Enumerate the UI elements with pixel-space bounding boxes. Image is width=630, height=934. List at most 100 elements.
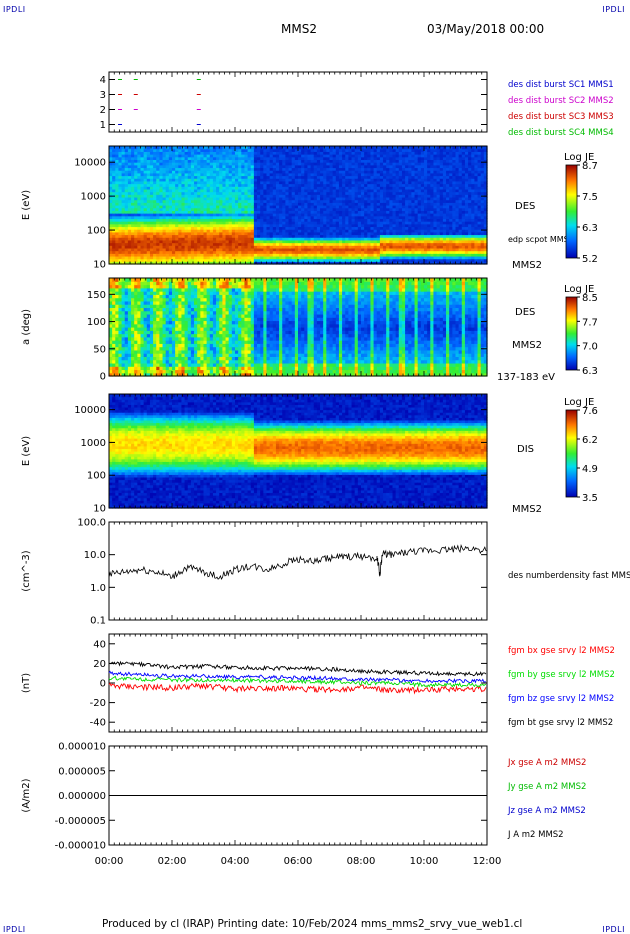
- heatmap-cell: [244, 245, 249, 249]
- heatmap-cell: [263, 167, 268, 171]
- heatmap-cell: [241, 207, 246, 211]
- heatmap-cell: [137, 159, 142, 163]
- heatmap-cell: [149, 229, 154, 233]
- heatmap-cell: [187, 215, 192, 220]
- heatmap-cell: [175, 170, 179, 174]
- heatmap-cell: [235, 178, 239, 182]
- heatmap-cell: [146, 186, 151, 190]
- heatmap-cell: [153, 250, 157, 254]
- heatmap-cell: [216, 159, 220, 163]
- heatmap-cell: [162, 156, 167, 161]
- heatmap-cell: [257, 175, 261, 179]
- heatmap-cell: [115, 186, 120, 190]
- heatmap-cell: [272, 239, 277, 244]
- heatmap-cell: [244, 223, 249, 228]
- heatmap-cell: [231, 210, 236, 214]
- heatmap-cell: [222, 234, 227, 238]
- heatmap-cell: [143, 194, 148, 198]
- heatmap-cell: [146, 226, 151, 230]
- heatmap-cell: [124, 250, 129, 254]
- heatmap-cell: [127, 178, 132, 182]
- heatmap-cell: [140, 196, 145, 201]
- heatmap-cell: [235, 234, 239, 238]
- heatmap-cell: [112, 151, 116, 155]
- heatmap-cell: [149, 250, 154, 254]
- heatmap-cell: [156, 229, 160, 233]
- heatmap-cell: [200, 239, 205, 244]
- heatmap-cell: [250, 156, 255, 161]
- heatmap-cell: [181, 146, 186, 150]
- heatmap-cell: [212, 191, 217, 195]
- heatmap-cell: [222, 205, 227, 209]
- heatmap-cell: [209, 196, 214, 201]
- heatmap-cell: [269, 162, 274, 166]
- heatmap-cell: [269, 234, 274, 238]
- heatmap-cell: [121, 154, 126, 158]
- heatmap-cell: [134, 255, 138, 260]
- heatmap-cell: [184, 148, 189, 152]
- heatmap-cell: [203, 199, 208, 203]
- heatmap-cell: [165, 180, 170, 185]
- heatmap-cell: [149, 223, 154, 228]
- heatmap-cell: [238, 205, 242, 209]
- heatmap-cell: [178, 223, 183, 228]
- heatmap-cell: [209, 188, 214, 193]
- heatmap-cell: [190, 231, 195, 236]
- heatmap-cell: [109, 186, 113, 190]
- heatmap-cell: [131, 194, 135, 198]
- heatmap-cell: [175, 178, 179, 182]
- heatmap-cell: [149, 253, 154, 257]
- heatmap-cell: [112, 186, 116, 190]
- heatmap-cell: [247, 210, 252, 214]
- heatmap-cell: [222, 226, 227, 230]
- heatmap-cell: [269, 242, 274, 246]
- heatmap-cell: [241, 221, 246, 225]
- heatmap-cell: [212, 162, 217, 166]
- heatmap-cell: [146, 218, 151, 222]
- heatmap-cell: [197, 202, 201, 206]
- heatmap-cell: [175, 156, 179, 161]
- heatmap-cell: [190, 258, 195, 262]
- heatmap-cell: [260, 205, 264, 209]
- heatmap-cell: [266, 194, 271, 198]
- heatmap-cell: [194, 213, 198, 217]
- heatmap-cell: [247, 164, 252, 169]
- heatmap-cell: [263, 221, 268, 225]
- heatmap-cell: [200, 253, 205, 257]
- heatmap-cell: [197, 188, 201, 193]
- heatmap-cell: [127, 199, 132, 203]
- heatmap-cell: [165, 164, 170, 169]
- heatmap-cell: [266, 261, 271, 265]
- heatmap-cell: [250, 247, 255, 252]
- heatmap-cell: [156, 223, 160, 228]
- heatmap-cell: [247, 253, 252, 257]
- heatmap-cell: [216, 196, 220, 201]
- heatmap-cell: [190, 229, 195, 233]
- heatmap-cell: [197, 237, 201, 241]
- heatmap-cell: [146, 194, 151, 198]
- heatmap-cell: [168, 148, 173, 152]
- heatmap-cell: [209, 175, 214, 179]
- heatmap-cell: [269, 223, 274, 228]
- heatmap-cell: [181, 255, 186, 260]
- heatmap-cell: [184, 178, 189, 182]
- heatmap-cell: [121, 215, 126, 220]
- heatmap-cell: [216, 226, 220, 230]
- heatmap-cell: [131, 178, 135, 182]
- heatmap-cell: [272, 250, 277, 254]
- heatmap-cell: [244, 226, 249, 230]
- heatmap-cell: [244, 188, 249, 193]
- heatmap-cell: [260, 146, 264, 150]
- heatmap-cell: [209, 172, 214, 177]
- heatmap-cell: [194, 239, 198, 244]
- heatmap-cell: [219, 253, 223, 257]
- heatmap-cell: [209, 223, 214, 228]
- heatmap-cell: [257, 205, 261, 209]
- heatmap-cell: [260, 178, 264, 182]
- heatmap-cell: [247, 186, 252, 190]
- heatmap-cell: [118, 180, 123, 185]
- heatmap-cell: [187, 146, 192, 150]
- heatmap-cell: [159, 223, 164, 228]
- heatmap-cell: [165, 167, 170, 171]
- heatmap-cell: [134, 234, 138, 238]
